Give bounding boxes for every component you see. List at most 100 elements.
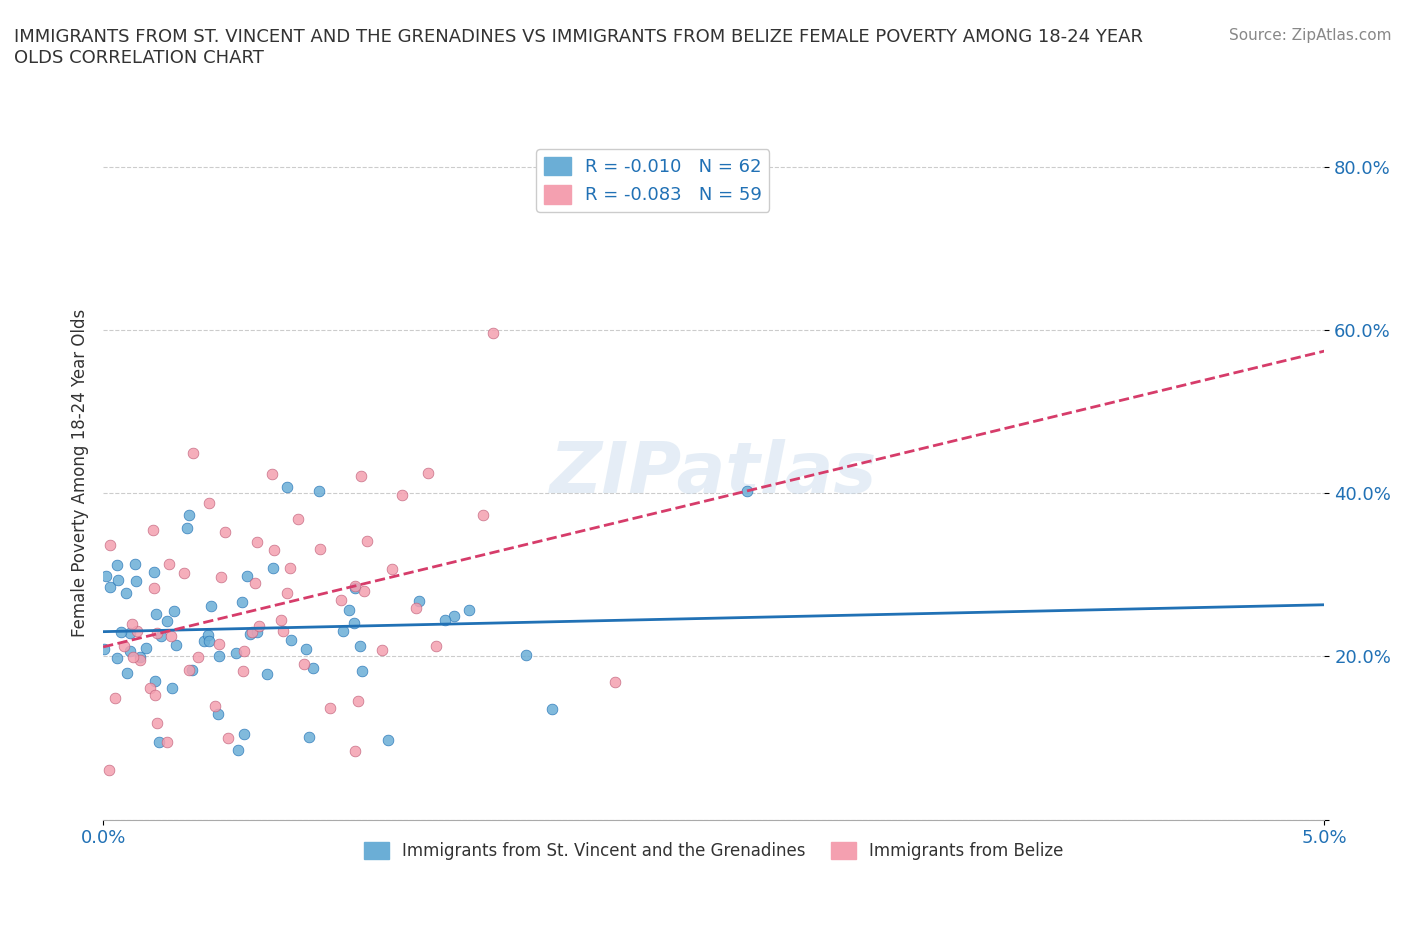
Immigrants from Belize — [160, 629, 183, 644]
Immigrants from Belize — [98, 538, 121, 552]
Immigrants from Belize — [482, 326, 505, 341]
Immigrants from Belize — [287, 512, 309, 526]
Immigrants from Belize — [156, 734, 179, 749]
Immigrants from St. Vincent and the Grenadines — [298, 729, 321, 744]
Immigrants from St. Vincent and the Grenadines — [118, 644, 141, 658]
Immigrants from St. Vincent and the Grenadines — [350, 664, 373, 679]
Immigrants from St. Vincent and the Grenadines — [107, 572, 129, 587]
Immigrants from Belize — [309, 541, 332, 556]
Immigrants from St. Vincent and the Grenadines — [160, 680, 183, 695]
Immigrants from Belize — [270, 612, 292, 627]
Immigrants from St. Vincent and the Grenadines — [135, 641, 157, 656]
Immigrants from Belize — [146, 626, 169, 641]
Immigrants from St. Vincent and the Grenadines — [129, 649, 152, 664]
Immigrants from Belize — [276, 585, 298, 600]
Text: IMMIGRANTS FROM ST. VINCENT AND THE GRENADINES VS IMMIGRANTS FROM BELIZE FEMALE : IMMIGRANTS FROM ST. VINCENT AND THE GREN… — [14, 28, 1143, 67]
Immigrants from Belize — [187, 650, 209, 665]
Immigrants from Belize — [350, 469, 373, 484]
Immigrants from Belize — [347, 694, 370, 709]
Immigrants from St. Vincent and the Grenadines — [443, 608, 465, 623]
Immigrants from St. Vincent and the Grenadines — [105, 557, 128, 572]
Immigrants from St. Vincent and the Grenadines — [207, 707, 229, 722]
Immigrants from Belize — [260, 467, 283, 482]
Immigrants from St. Vincent and the Grenadines — [262, 561, 284, 576]
Immigrants from Belize — [381, 561, 404, 576]
Immigrants from St. Vincent and the Grenadines — [98, 580, 121, 595]
Immigrants from Belize — [98, 763, 121, 777]
Immigrants from Belize — [240, 625, 263, 640]
Immigrants from Belize — [263, 542, 285, 557]
Legend: Immigrants from St. Vincent and the Grenadines, Immigrants from Belize: Immigrants from St. Vincent and the Gren… — [357, 835, 1070, 867]
Immigrants from St. Vincent and the Grenadines — [301, 660, 323, 675]
Immigrants from St. Vincent and the Grenadines — [200, 598, 222, 613]
Immigrants from Belize — [603, 675, 626, 690]
Immigrants from St. Vincent and the Grenadines — [156, 614, 179, 629]
Immigrants from St. Vincent and the Grenadines — [93, 641, 115, 656]
Immigrants from St. Vincent and the Grenadines — [163, 604, 186, 618]
Immigrants from St. Vincent and the Grenadines — [276, 480, 298, 495]
Immigrants from St. Vincent and the Grenadines — [181, 663, 204, 678]
Immigrants from Belize — [243, 576, 266, 591]
Immigrants from St. Vincent and the Grenadines — [149, 629, 172, 644]
Immigrants from St. Vincent and the Grenadines — [193, 634, 215, 649]
Immigrants from Belize — [121, 617, 143, 631]
Immigrants from Belize — [371, 643, 394, 658]
Immigrants from Belize — [125, 624, 148, 639]
Immigrants from St. Vincent and the Grenadines — [143, 673, 166, 688]
Immigrants from St. Vincent and the Grenadines — [197, 628, 219, 643]
Immigrants from Belize — [181, 445, 204, 460]
Immigrants from Belize — [425, 638, 447, 653]
Immigrants from St. Vincent and the Grenadines — [197, 633, 219, 648]
Immigrants from St. Vincent and the Grenadines — [124, 574, 146, 589]
Immigrants from St. Vincent and the Grenadines — [115, 666, 138, 681]
Immigrants from St. Vincent and the Grenadines — [105, 651, 128, 666]
Immigrants from St. Vincent and the Grenadines — [110, 624, 132, 639]
Immigrants from St. Vincent and the Grenadines — [433, 613, 456, 628]
Immigrants from Belize — [209, 570, 232, 585]
Immigrants from Belize — [104, 691, 127, 706]
Immigrants from St. Vincent and the Grenadines — [541, 702, 564, 717]
Immigrants from St. Vincent and the Grenadines — [231, 594, 253, 609]
Immigrants from Belize — [356, 534, 378, 549]
Immigrants from Belize — [471, 508, 494, 523]
Immigrants from Belize — [278, 561, 301, 576]
Immigrants from Belize — [217, 731, 239, 746]
Immigrants from St. Vincent and the Grenadines — [458, 603, 481, 618]
Immigrants from St. Vincent and the Grenadines — [145, 606, 167, 621]
Text: Source: ZipAtlas.com: Source: ZipAtlas.com — [1229, 28, 1392, 43]
Immigrants from Belize — [142, 523, 165, 538]
Immigrants from St. Vincent and the Grenadines — [233, 726, 256, 741]
Immigrants from Belize — [214, 525, 236, 539]
Immigrants from St. Vincent and the Grenadines — [226, 742, 249, 757]
Immigrants from Belize — [112, 639, 135, 654]
Immigrants from Belize — [198, 496, 221, 511]
Immigrants from St. Vincent and the Grenadines — [208, 648, 231, 663]
Immigrants from St. Vincent and the Grenadines — [176, 521, 198, 536]
Immigrants from St. Vincent and the Grenadines — [239, 627, 262, 642]
Immigrants from Belize — [208, 636, 231, 651]
Immigrants from Belize — [247, 618, 270, 633]
Immigrants from Belize — [143, 581, 166, 596]
Immigrants from St. Vincent and the Grenadines — [165, 637, 187, 652]
Immigrants from Belize — [391, 488, 413, 503]
Immigrants from St. Vincent and the Grenadines — [332, 623, 354, 638]
Immigrants from St. Vincent and the Grenadines — [343, 616, 366, 631]
Immigrants from St. Vincent and the Grenadines — [148, 735, 170, 750]
Immigrants from Belize — [245, 535, 267, 550]
Immigrants from Belize — [233, 644, 256, 658]
Immigrants from St. Vincent and the Grenadines — [377, 732, 399, 747]
Immigrants from Belize — [145, 715, 167, 730]
Immigrants from Belize — [416, 466, 439, 481]
Immigrants from Belize — [139, 681, 162, 696]
Immigrants from St. Vincent and the Grenadines — [294, 642, 316, 657]
Immigrants from St. Vincent and the Grenadines — [349, 639, 371, 654]
Immigrants from St. Vincent and the Grenadines — [177, 507, 200, 522]
Immigrants from St. Vincent and the Grenadines — [280, 633, 302, 648]
Immigrants from St. Vincent and the Grenadines — [236, 568, 259, 583]
Immigrants from Belize — [330, 593, 353, 608]
Y-axis label: Female Poverty Among 18-24 Year Olds: Female Poverty Among 18-24 Year Olds — [72, 309, 89, 637]
Immigrants from Belize — [344, 744, 367, 759]
Immigrants from Belize — [271, 623, 294, 638]
Immigrants from Belize — [292, 657, 315, 671]
Immigrants from Belize — [122, 650, 145, 665]
